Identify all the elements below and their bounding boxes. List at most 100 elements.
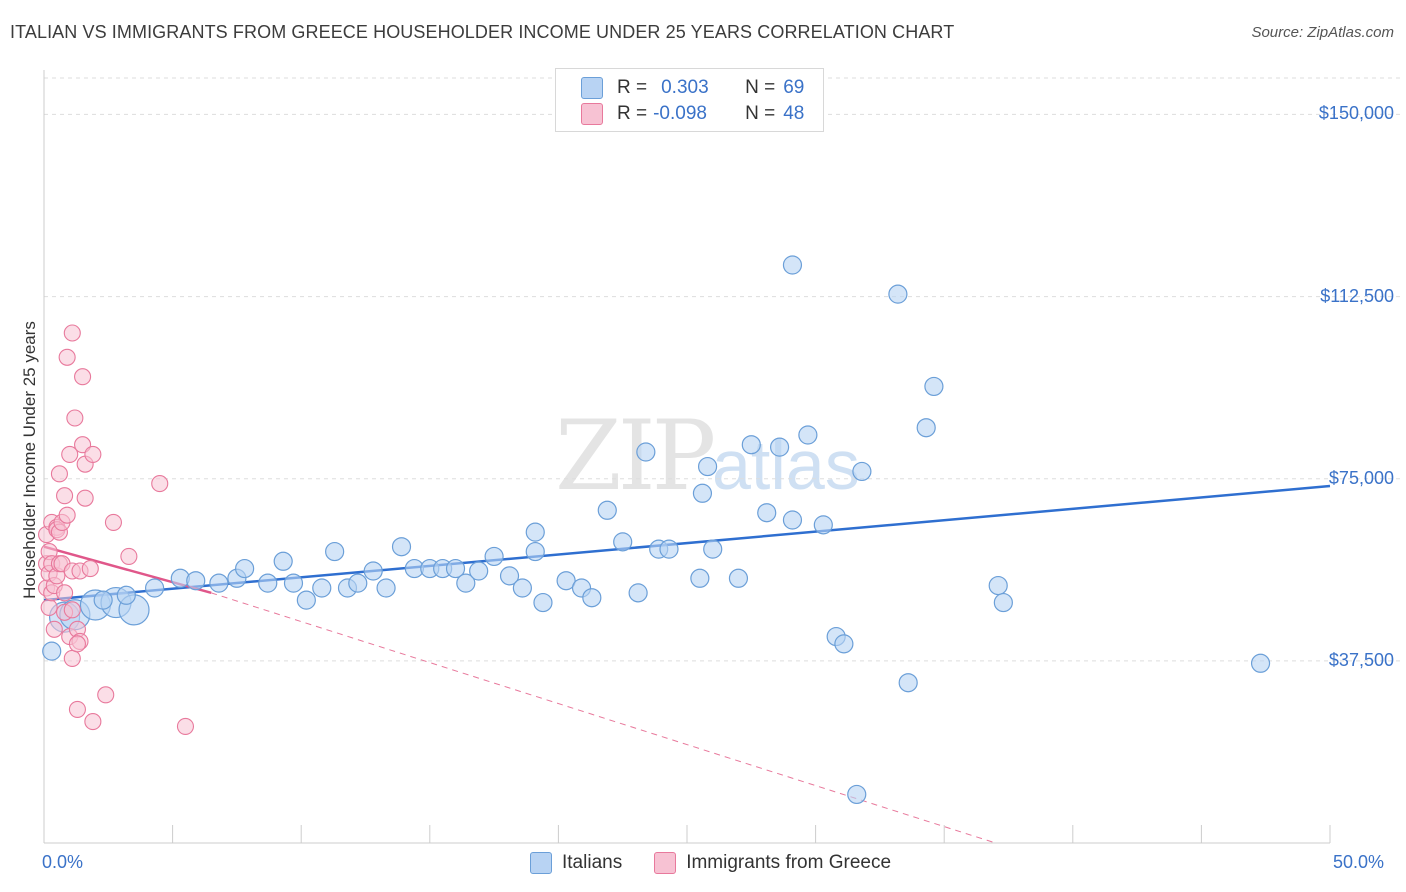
legend-item-italians: Italians — [530, 852, 622, 874]
data-point-greece — [56, 487, 74, 505]
data-point-italians — [93, 590, 113, 610]
data-point-greece — [58, 506, 76, 524]
data-point-italians — [445, 558, 466, 579]
source-label: Source: ZipAtlas.com — [1251, 24, 1394, 41]
data-point-italians — [690, 568, 710, 588]
trend-line-greece-extension — [211, 592, 996, 844]
trend-line-italians — [43, 484, 1331, 602]
legend-swatch-italians — [530, 852, 552, 874]
data-point-italians — [469, 561, 489, 581]
data-point-italians — [1250, 653, 1271, 673]
data-point-italians — [834, 634, 854, 654]
data-point-greece — [104, 513, 122, 531]
stats-legend: R = 0.303 N = 69 R = -0.098 N = 48 — [555, 68, 824, 132]
data-point-italians — [144, 578, 165, 598]
data-point-italians — [741, 435, 761, 455]
data-point-italians — [186, 571, 206, 591]
legend-swatch-greece — [654, 852, 677, 874]
data-point-italians — [273, 551, 293, 571]
greece-points — [38, 324, 195, 735]
data-point-italians — [499, 566, 520, 586]
data-point-italians — [556, 571, 576, 591]
legend-n-label: N = — [745, 103, 776, 124]
data-point-italians — [533, 592, 553, 613]
data-point-italians — [659, 539, 679, 559]
data-point-italians — [628, 583, 648, 603]
x-tick-min: 0.0% — [42, 852, 84, 872]
legend-n-value: 69 — [783, 77, 805, 98]
data-point-italians — [296, 590, 316, 610]
data-point-italians — [391, 537, 412, 557]
data-point-greece — [45, 620, 63, 638]
data-point-italians — [988, 575, 1008, 596]
data-point-italians — [697, 456, 718, 477]
series-legend: Italians Immigrants from Greece — [530, 852, 923, 874]
data-point-greece — [120, 547, 138, 565]
data-point-greece — [176, 717, 195, 735]
data-point-greece — [68, 700, 86, 718]
data-point-italians — [597, 500, 617, 520]
trend-lines — [43, 484, 1331, 844]
data-point-greece — [61, 445, 79, 463]
data-point-italians — [258, 573, 278, 593]
data-point-italians — [42, 641, 62, 661]
data-point-italians — [582, 588, 602, 608]
y-tick-label: $150,000 — [1318, 103, 1394, 124]
legend-swatch-pink — [581, 103, 603, 125]
legend-swatch-blue — [581, 77, 603, 99]
data-point-italians — [363, 561, 383, 581]
data-point-greece — [76, 489, 94, 507]
data-point-greece — [68, 635, 86, 653]
legend-row-italians: R = 0.303 N = 69 — [581, 76, 804, 100]
data-point-italians — [636, 442, 656, 462]
gridlines — [44, 77, 1400, 662]
data-point-italians — [116, 585, 136, 605]
x-tick-max: 50.0% — [1333, 852, 1385, 872]
data-point-italians — [757, 503, 777, 523]
data-point-italians — [924, 376, 944, 397]
legend-item-greece: Immigrants from Greece — [654, 852, 891, 874]
data-point-italians — [993, 592, 1013, 613]
data-point-italians — [312, 578, 332, 598]
data-point-italians — [348, 573, 368, 593]
data-point-italians — [512, 578, 532, 598]
data-point-greece — [50, 465, 68, 483]
y-tick-label: $37,500 — [1328, 649, 1394, 670]
legend-r-label: R = — [617, 103, 648, 124]
y-tick-label: $75,000 — [1328, 467, 1394, 488]
data-point-italians — [613, 532, 633, 552]
data-point-greece — [63, 649, 81, 667]
data-point-italians — [798, 425, 818, 445]
data-point-greece — [63, 324, 81, 342]
data-point-italians — [525, 522, 545, 542]
watermark-atlas: atlas — [712, 426, 860, 504]
data-point-italians — [728, 568, 749, 588]
watermark-zip: ZIP — [555, 400, 716, 512]
legend-label-italians: Italians — [562, 852, 623, 873]
data-point-italians — [692, 483, 713, 503]
data-point-italians — [325, 541, 345, 562]
data-point-greece — [81, 560, 99, 578]
data-point-italians — [209, 573, 229, 593]
legend-r-label: R = — [617, 77, 648, 98]
data-point-greece — [40, 598, 58, 616]
data-point-greece — [97, 686, 115, 704]
data-point-greece — [151, 475, 169, 493]
chart-title: ITALIAN VS IMMIGRANTS FROM GREECE HOUSEH… — [10, 22, 955, 42]
legend-n-value: 48 — [783, 103, 805, 124]
data-point-italians — [782, 510, 803, 530]
data-point-italians — [376, 578, 396, 598]
data-point-italians — [888, 284, 908, 304]
legend-label-greece: Immigrants from Greece — [686, 852, 892, 873]
data-point-italians — [847, 784, 867, 805]
data-point-italians — [283, 573, 304, 593]
data-point-italians — [769, 437, 790, 457]
legend-row-greece: R = -0.098 N = 48 — [581, 102, 804, 126]
legend-r-value: 0.303 — [661, 77, 709, 98]
data-point-greece — [84, 445, 102, 463]
data-point-italians — [235, 558, 255, 579]
data-point-italians — [898, 673, 918, 693]
data-point-italians — [525, 541, 545, 562]
data-point-italians — [852, 461, 872, 482]
